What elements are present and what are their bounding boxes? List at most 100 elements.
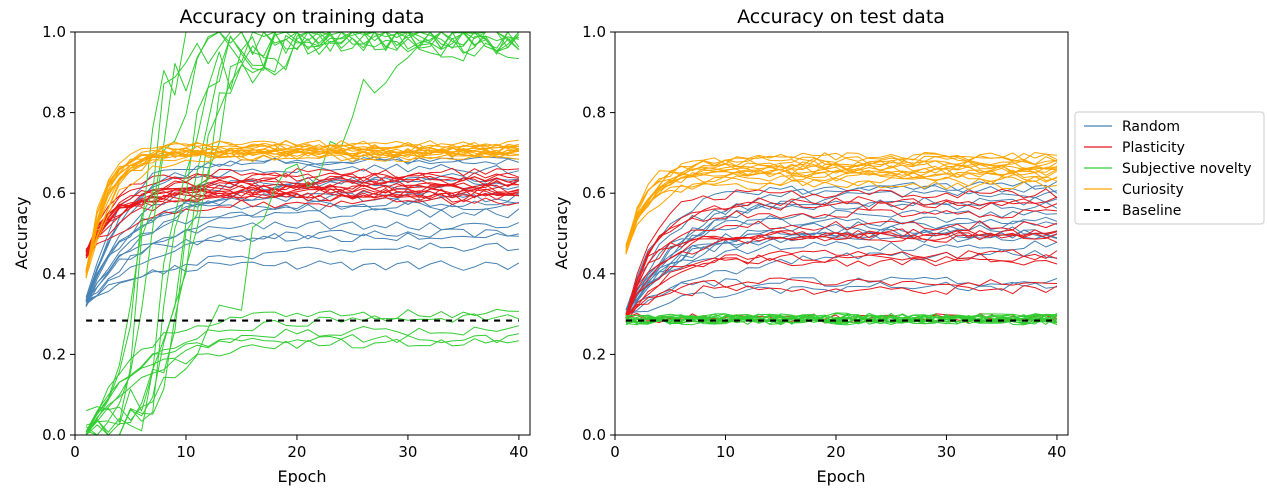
legend-item-plasticity: Plasticity: [1084, 140, 1185, 156]
x-tick-label: 10: [176, 443, 195, 461]
series-line-curiosity: [85, 143, 520, 276]
series-line-curiosity: [625, 152, 1058, 255]
y-tick-label: 0.4: [582, 265, 606, 283]
series-line-random: [85, 176, 520, 303]
series-line-curiosity: [625, 155, 1058, 251]
series-line-random: [85, 242, 519, 303]
legend-label-subjective-novelty: Subjective novelty: [1122, 161, 1252, 177]
y-ticks: 0.0 0.2 0.4 0.6 0.8 1.0: [42, 23, 75, 444]
series-line-plasticity: [625, 257, 1058, 319]
legend-item-random: Random: [1084, 119, 1180, 135]
series-line-plasticity: [625, 232, 1058, 316]
y-tick-label: 0.4: [42, 265, 66, 283]
series-line-curiosity: [85, 139, 519, 279]
series-line-random: [85, 163, 520, 301]
series-line-plasticity: [85, 192, 520, 257]
plot-frame: [74, 31, 531, 436]
series-line-subjective-novelty: [85, 31, 519, 436]
series-line-plasticity: [85, 196, 520, 259]
series-line-plasticity: [625, 188, 1058, 317]
x-tick-label: 0: [610, 443, 620, 461]
series-line-subjective-novelty: [85, 35, 519, 421]
series-line-curiosity: [625, 163, 1058, 254]
x-tick-label: 0: [70, 443, 80, 461]
y-tick-label: 0.2: [42, 345, 66, 363]
series-line-plasticity: [85, 184, 519, 259]
legend-item-baseline: Baseline: [1084, 203, 1181, 219]
series-line-plasticity: [625, 200, 1058, 319]
y-tick-label: 0.2: [582, 345, 606, 363]
series-line-curiosity: [85, 152, 519, 270]
y-axis-label: Accuracy: [12, 196, 31, 269]
series-line-plasticity: [625, 208, 1058, 316]
x-axis-label: Epoch: [278, 467, 327, 486]
x-tick-label: 10: [716, 443, 735, 461]
x-ticks: 0 10 20 30 40: [610, 435, 1066, 461]
series-line-plasticity: [625, 285, 1058, 319]
series-line-random: [625, 220, 1058, 314]
series-line-subjective-novelty: [85, 325, 520, 435]
y-tick-label: 0.8: [42, 104, 66, 122]
series-line-curiosity: [85, 147, 520, 274]
series-line-subjective-novelty: [85, 308, 519, 435]
y-tick-label: 0.6: [42, 184, 66, 202]
series-line-plasticity: [85, 175, 520, 250]
series-line-random: [85, 208, 520, 303]
series-line-plasticity: [85, 184, 520, 259]
series-line-plasticity: [625, 228, 1058, 315]
series-line-random: [85, 220, 520, 306]
series-line-curiosity: [625, 172, 1058, 253]
training-accuracy-chart: 0 10 20 30 40 0.0 0.2 0.4 0.6 0.8 1.0 Accuracy on…: [12, 6, 531, 486]
legend: Random Plasticity Subjective novelty Cur…: [1074, 111, 1265, 225]
series-line-subjective-novelty: [625, 314, 1058, 325]
series-line-curiosity: [625, 159, 1058, 254]
series-line-subjective-novelty: [85, 31, 520, 436]
series-line-random: [85, 232, 520, 301]
series-line-plasticity: [625, 228, 1058, 323]
series-line-plasticity: [625, 196, 1058, 322]
x-ticks: 0 10 20 30 40: [70, 435, 528, 461]
series-line-random: [625, 276, 1058, 319]
series-line-random: [625, 281, 1058, 315]
y-tick-label: 1.0: [42, 23, 66, 41]
series-line-plasticity: [625, 277, 1058, 318]
y-tick-label: 0.0: [582, 426, 606, 444]
x-tick-label: 20: [287, 443, 306, 461]
series-line-random: [85, 156, 519, 298]
series-line-subjective-novelty: [625, 314, 1058, 326]
series-line-subjective-novelty: [85, 31, 519, 436]
chart-title: Accuracy on test data: [737, 6, 945, 28]
plot-frame: [614, 31, 1069, 436]
series-line-plasticity: [85, 188, 519, 256]
y-axis-label: Accuracy: [552, 196, 571, 269]
series-line-subjective-novelty: [85, 333, 520, 432]
x-tick-label: 40: [509, 443, 528, 461]
x-tick-label: 20: [826, 443, 845, 461]
x-tick-label: 40: [1047, 443, 1066, 461]
series-line-curiosity: [625, 163, 1057, 251]
series-line-random: [625, 188, 1058, 312]
chart-title: Accuracy on training data: [180, 6, 425, 28]
series-line-random: [85, 198, 519, 299]
y-tick-label: 0.8: [582, 104, 606, 122]
test-accuracy-chart: 0 10 20 30 40 0.0 0.2 0.4 0.6 0.8 1.0 Accuracy on…: [552, 6, 1069, 486]
series-line-subjective-novelty: [85, 31, 520, 435]
legend-label-random: Random: [1122, 119, 1180, 135]
legend-box: [1074, 111, 1265, 225]
legend-label-curiosity: Curiosity: [1122, 182, 1184, 198]
series-line-curiosity: [85, 147, 520, 273]
legend-item-curiosity: Curiosity: [1084, 182, 1184, 198]
legend-label-plasticity: Plasticity: [1122, 140, 1185, 156]
series-line-random: [625, 184, 1058, 314]
series-line-curiosity: [85, 139, 520, 272]
series-line-plasticity: [625, 249, 1058, 319]
legend-label-baseline: Baseline: [1122, 203, 1181, 219]
series-line-random: [625, 240, 1058, 311]
x-tick-label: 30: [937, 443, 956, 461]
series-line-curiosity: [85, 152, 519, 278]
series-line-subjective-novelty: [625, 312, 1058, 324]
series-lines: [625, 152, 1058, 326]
series-line-curiosity: [625, 180, 1058, 254]
x-tick-label: 30: [398, 443, 417, 461]
